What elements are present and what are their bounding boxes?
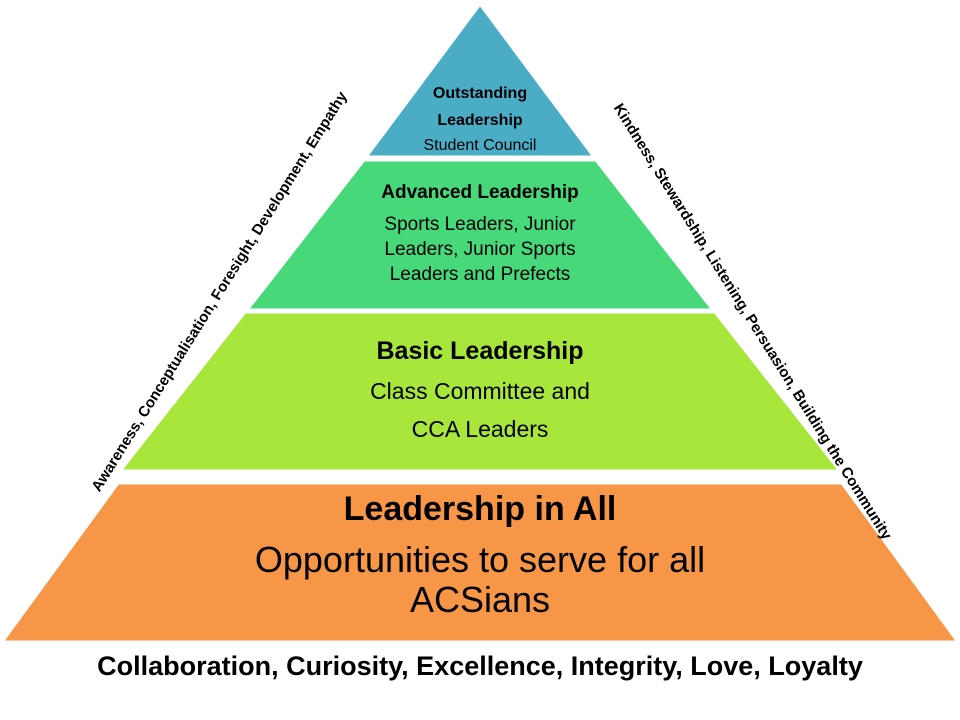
tier-outstanding-title-line2: Leadership (437, 112, 523, 129)
tier-all-subtitle-line: ACSians (409, 579, 551, 620)
tier-advanced-text: Advanced Leadership Sports Leaders, Juni… (330, 178, 630, 287)
tier-all-title: Leadership in All (343, 490, 617, 528)
tier-all-subtitle: Opportunities to serve for all ACSians (150, 540, 810, 620)
tier-advanced-subtitle: Sports Leaders, Junior Leaders, Junior S… (330, 212, 630, 287)
tier-basic-subtitle: Class Committee and CCA Leaders (280, 372, 680, 448)
tier-outstanding-text: Outstanding Leadership Student Council (380, 80, 580, 158)
tier-outstanding-subtitle: Student Council (423, 137, 537, 154)
tier-basic-subtitle-line: CCA Leaders (411, 416, 549, 442)
tier-advanced-title: Advanced Leadership (381, 182, 579, 203)
tier-advanced-subtitle-line: Leaders and Prefects (389, 264, 571, 285)
tier-all-subtitle-line: Opportunities to serve for all (254, 539, 706, 580)
tier-all-shape (0, 481, 960, 644)
tier-advanced-shape (243, 158, 717, 312)
tier-outstanding-shape (363, 1, 597, 159)
tier-basic-title: Basic Leadership (376, 337, 584, 365)
tier-advanced-subtitle-line: Leaders, Junior Sports (384, 239, 576, 260)
tier-outstanding-title: Outstanding (432, 85, 528, 102)
tier-basic-subtitle-line: Class Committee and (370, 378, 590, 404)
tier-basic-text: Basic Leadership Class Committee and CCA… (280, 332, 680, 448)
tier-basic-shape (116, 310, 844, 473)
tier-all-text: Leadership in All Opportunities to serve… (150, 486, 810, 620)
tier-advanced-subtitle-line: Sports Leaders, Junior (384, 214, 576, 235)
core-values: Collaboration, Curiosity, Excellence, In… (97, 651, 863, 681)
